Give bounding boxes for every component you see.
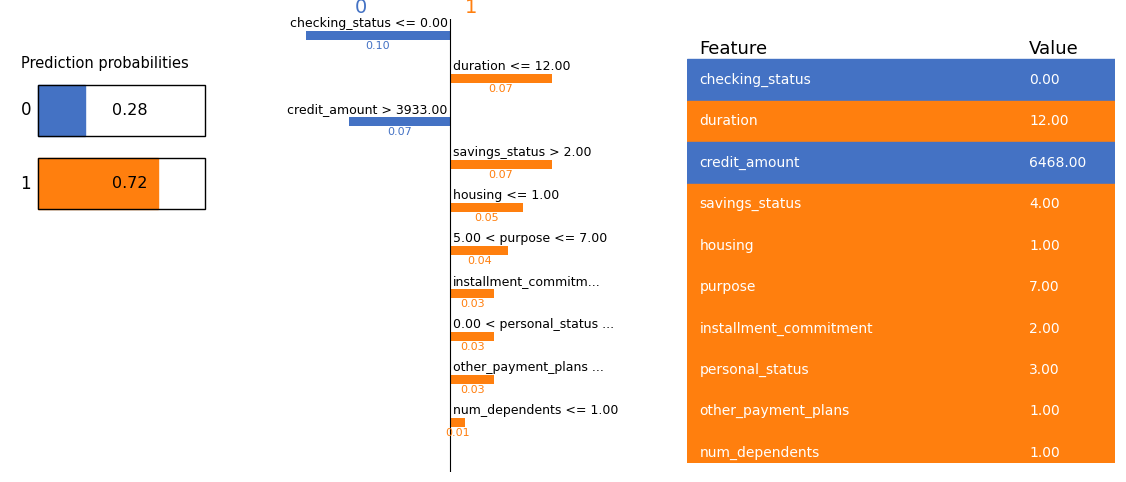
Text: 0.00 < personal_status ...: 0.00 < personal_status ... xyxy=(454,318,615,331)
Bar xyxy=(450,160,552,169)
Text: savings_status: savings_status xyxy=(699,197,802,211)
Text: 0.72: 0.72 xyxy=(113,176,148,191)
Text: 1.00: 1.00 xyxy=(1029,239,1060,253)
Text: num_dependents: num_dependents xyxy=(699,446,820,460)
Bar xyxy=(450,332,494,341)
Text: 3.00: 3.00 xyxy=(1029,363,1060,377)
FancyBboxPatch shape xyxy=(38,158,159,209)
Text: 1: 1 xyxy=(20,175,32,193)
FancyBboxPatch shape xyxy=(687,432,1115,474)
Text: other_payment_plans ...: other_payment_plans ... xyxy=(454,361,605,374)
FancyBboxPatch shape xyxy=(687,101,1115,142)
FancyBboxPatch shape xyxy=(687,308,1115,349)
Bar xyxy=(450,375,494,384)
Text: 0.07: 0.07 xyxy=(489,84,513,94)
Text: 12.00: 12.00 xyxy=(1029,114,1069,128)
FancyBboxPatch shape xyxy=(687,142,1115,184)
Text: 2.00: 2.00 xyxy=(1029,321,1060,335)
Bar xyxy=(450,246,508,255)
FancyBboxPatch shape xyxy=(687,225,1115,267)
Text: duration: duration xyxy=(699,114,758,128)
Text: personal_status: personal_status xyxy=(699,363,810,377)
Text: 1.00: 1.00 xyxy=(1029,404,1060,418)
Bar xyxy=(450,418,465,427)
Text: 0.04: 0.04 xyxy=(467,256,492,266)
Text: 1: 1 xyxy=(465,0,476,17)
Text: 0.28: 0.28 xyxy=(113,103,148,118)
Text: other_payment_plans: other_payment_plans xyxy=(699,404,850,418)
Bar xyxy=(450,203,522,212)
FancyBboxPatch shape xyxy=(687,349,1115,391)
Text: installment_commitm...: installment_commitm... xyxy=(454,275,601,288)
Text: 0.03: 0.03 xyxy=(459,385,484,395)
Bar xyxy=(305,31,450,40)
Text: 0.00: 0.00 xyxy=(1029,73,1060,87)
Bar xyxy=(349,117,450,126)
Text: 0.07: 0.07 xyxy=(387,127,412,137)
Text: housing: housing xyxy=(699,239,754,253)
Text: 0.03: 0.03 xyxy=(459,342,484,352)
Text: 0.10: 0.10 xyxy=(366,40,391,51)
Text: 0: 0 xyxy=(355,0,367,17)
Text: savings_status > 2.00: savings_status > 2.00 xyxy=(454,146,592,159)
Text: 6468.00: 6468.00 xyxy=(1029,156,1087,170)
Text: 0.07: 0.07 xyxy=(489,170,513,180)
Text: credit_amount: credit_amount xyxy=(699,156,801,170)
Text: 0.05: 0.05 xyxy=(474,213,499,223)
Text: 0: 0 xyxy=(20,102,32,120)
Text: 0.01: 0.01 xyxy=(445,428,470,438)
Text: credit_amount > 3933.00: credit_amount > 3933.00 xyxy=(287,103,447,116)
Text: Prediction probabilities: Prediction probabilities xyxy=(21,55,189,70)
Bar xyxy=(450,289,494,298)
Text: checking_status: checking_status xyxy=(699,73,812,87)
FancyBboxPatch shape xyxy=(687,59,1115,101)
Text: Value: Value xyxy=(1029,40,1079,58)
FancyBboxPatch shape xyxy=(687,267,1115,308)
Text: 0.03: 0.03 xyxy=(459,299,484,309)
Text: checking_status <= 0.00: checking_status <= 0.00 xyxy=(289,17,447,30)
Text: num_dependents <= 1.00: num_dependents <= 1.00 xyxy=(454,404,618,417)
Text: 5.00 < purpose <= 7.00: 5.00 < purpose <= 7.00 xyxy=(454,232,608,245)
Text: installment_commitment: installment_commitment xyxy=(699,321,874,335)
Text: Feature: Feature xyxy=(699,40,768,58)
Text: 1.00: 1.00 xyxy=(1029,446,1060,460)
Text: 7.00: 7.00 xyxy=(1029,280,1060,294)
Text: duration <= 12.00: duration <= 12.00 xyxy=(454,60,571,73)
FancyBboxPatch shape xyxy=(687,184,1115,225)
FancyBboxPatch shape xyxy=(687,391,1115,432)
Text: housing <= 1.00: housing <= 1.00 xyxy=(454,189,560,202)
FancyBboxPatch shape xyxy=(38,85,84,136)
Text: purpose: purpose xyxy=(699,280,756,294)
Text: 4.00: 4.00 xyxy=(1029,197,1060,211)
Bar xyxy=(450,74,552,83)
